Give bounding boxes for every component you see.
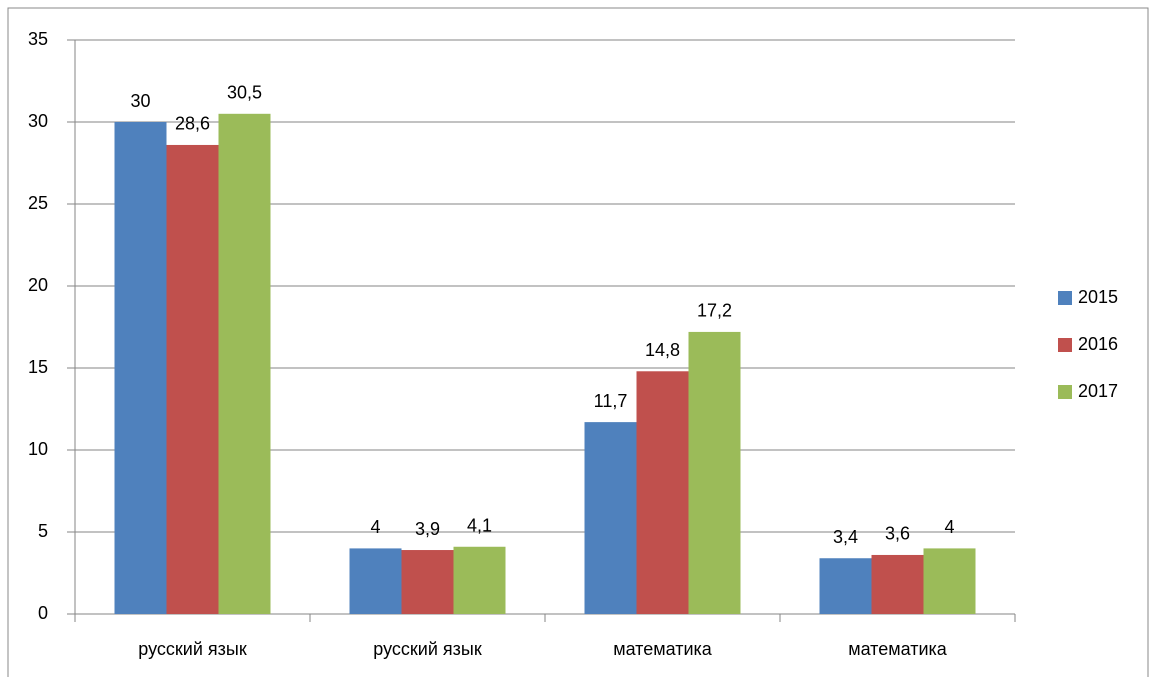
bar [923,548,976,614]
value-label: 30,5 [227,83,262,103]
value-label: 14,8 [645,340,680,360]
y-tick-label: 10 [28,439,48,459]
y-tick-label: 20 [28,275,48,295]
bar [636,371,689,614]
value-label: 30 [130,91,150,111]
bar [401,550,454,614]
bar [584,422,637,614]
value-label: 17,2 [697,301,732,321]
bar [819,558,872,614]
y-tick-label: 15 [28,357,48,377]
value-label: 4 [944,517,954,537]
x-tick-label: русский язык [373,639,482,659]
legend-label: 2016 [1078,334,1118,354]
x-tick-label: математика [613,639,713,659]
bar [349,548,402,614]
x-tick-label: математика [848,639,948,659]
value-label: 3,9 [415,519,440,539]
y-tick-label: 25 [28,193,48,213]
y-tick-label: 35 [28,29,48,49]
value-label: 4 [370,517,380,537]
bar [453,546,506,614]
bar [114,122,167,614]
y-tick-label: 0 [38,603,48,623]
value-label: 28,6 [175,114,210,134]
y-tick-label: 30 [28,111,48,131]
y-tick-label: 5 [38,521,48,541]
legend-label: 2017 [1078,381,1118,401]
bar [871,554,924,614]
legend-swatch [1058,291,1072,305]
value-label: 4,1 [467,516,492,536]
value-label: 11,7 [594,391,628,411]
legend-swatch [1058,385,1072,399]
legend-label: 2015 [1078,287,1118,307]
legend-swatch [1058,338,1072,352]
x-tick-label: русский язык [138,639,247,659]
bar [218,113,271,615]
bar [166,144,219,614]
value-label: 3,4 [833,527,858,547]
bar [688,331,741,614]
value-label: 3,6 [885,524,910,544]
